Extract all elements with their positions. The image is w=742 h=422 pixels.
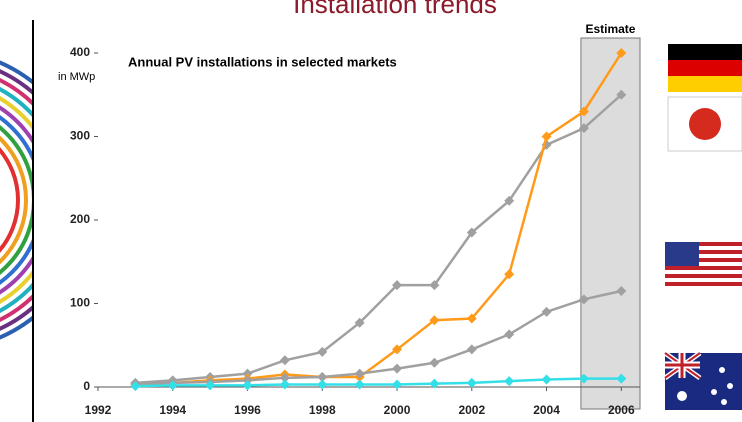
series-marker	[167, 380, 178, 391]
series-marker	[541, 306, 552, 317]
series-marker	[317, 346, 328, 357]
series-marker	[466, 377, 477, 388]
series-marker	[578, 294, 589, 305]
x-tick-label: 2002	[458, 403, 485, 417]
series-marker	[616, 285, 627, 296]
estimate-band	[580, 37, 641, 410]
y-tick-label: 200	[70, 212, 90, 226]
estimate-label: Estimate	[585, 22, 635, 36]
series-marker	[541, 131, 552, 142]
chart-title: Annual PV installations in selected mark…	[128, 54, 397, 69]
x-tick-label: 1998	[309, 403, 336, 417]
flag-germany	[668, 44, 742, 92]
series-marker	[429, 378, 440, 389]
series-marker	[205, 380, 216, 391]
series-marker	[392, 344, 403, 355]
y-tick-label: 300	[70, 129, 90, 143]
series-marker	[242, 368, 253, 379]
series-marker	[242, 380, 253, 391]
x-tick-label: 1994	[159, 403, 186, 417]
series-marker	[354, 379, 365, 390]
series-marker	[392, 363, 403, 374]
series-marker	[317, 371, 328, 382]
series-marker	[429, 315, 440, 326]
series-marker	[429, 357, 440, 368]
series-marker	[392, 280, 403, 291]
x-tick-label: 2000	[384, 403, 411, 417]
x-tick-label: 1996	[234, 403, 261, 417]
series-marker	[429, 280, 440, 291]
series-line	[135, 52, 623, 386]
series-marker	[578, 123, 589, 134]
series-marker	[279, 355, 290, 366]
series-marker	[504, 269, 515, 280]
series-marker	[578, 373, 589, 384]
chart-panel	[33, 20, 653, 422]
series-marker	[504, 329, 515, 340]
series-line	[135, 289, 622, 385]
series-marker	[504, 376, 515, 387]
series-line	[135, 93, 623, 385]
series-marker	[466, 227, 477, 238]
x-tick-label: 1992	[85, 403, 112, 417]
x-tick-label: 2004	[533, 403, 560, 417]
slide-title: Installation trends	[293, 0, 497, 19]
flag-australia	[663, 350, 742, 410]
series-marker	[279, 372, 290, 383]
series-marker	[541, 374, 552, 385]
x-tick-label: 2006	[608, 403, 635, 417]
series-marker	[616, 373, 627, 384]
series-marker	[354, 317, 365, 328]
flag-usa	[665, 242, 742, 290]
flag-japan	[667, 96, 742, 152]
series-marker	[392, 379, 403, 390]
series-marker	[466, 344, 477, 355]
y-axis-label: in MWp	[58, 71, 95, 83]
series-marker	[504, 195, 515, 206]
series-marker	[317, 379, 328, 390]
y-tick-label: 400	[70, 45, 90, 59]
series-marker	[279, 379, 290, 390]
series-marker	[242, 375, 253, 386]
series-marker	[616, 48, 627, 58]
series-marker	[578, 106, 589, 117]
series-line	[135, 377, 622, 388]
series-marker	[616, 89, 627, 100]
series-marker	[354, 368, 365, 379]
series-marker	[130, 381, 141, 392]
y-tick-label: 0	[83, 379, 90, 393]
y-tick-label: 100	[70, 296, 90, 310]
chart: Estimate Annual PV installations in selec…	[58, 22, 641, 417]
series-marker	[466, 313, 477, 324]
